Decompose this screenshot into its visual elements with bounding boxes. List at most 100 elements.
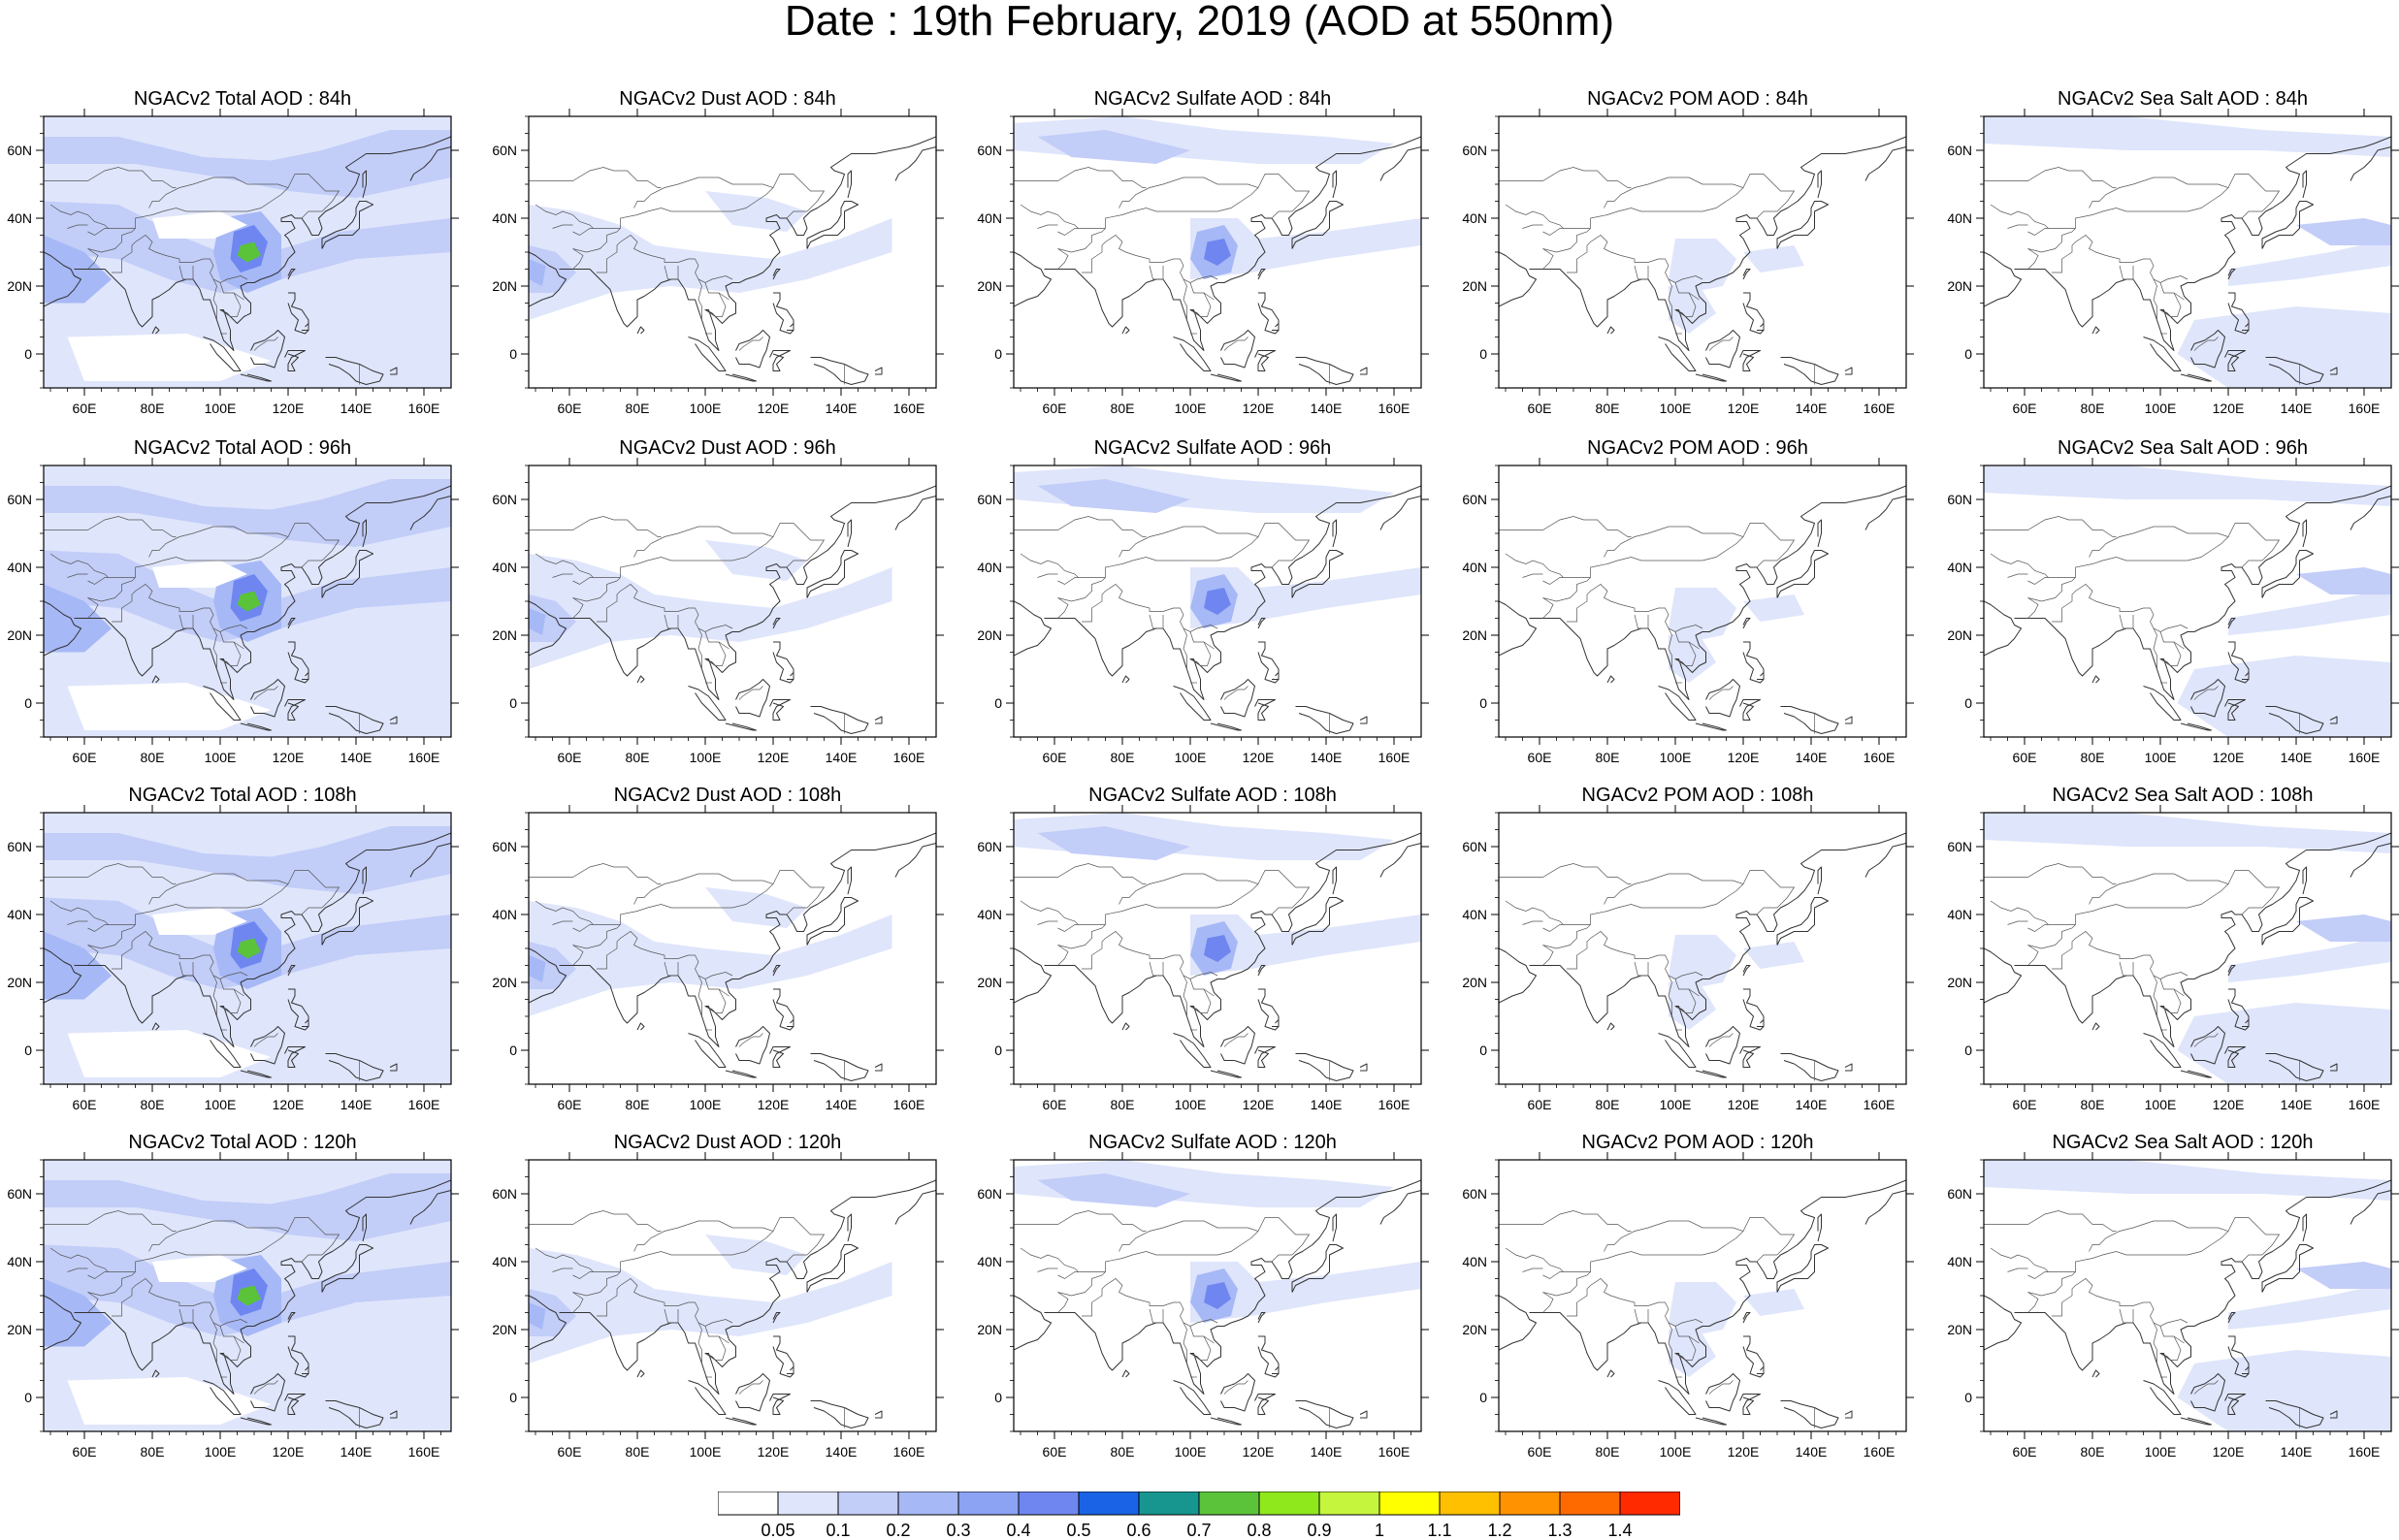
aod-contour-region [44, 201, 451, 293]
y-tick-label: 20N [1947, 627, 1972, 643]
y-tick-label: 0 [24, 1390, 32, 1405]
coastline [287, 618, 296, 629]
country-border [2173, 292, 2185, 301]
coastline [1014, 947, 1052, 1004]
aod-contour-region [152, 908, 247, 935]
coastline [810, 1053, 869, 1081]
aod-contour-region [2296, 1262, 2391, 1289]
country-border [1223, 1380, 1248, 1395]
coastline [1210, 373, 1242, 382]
coastline [1257, 965, 1266, 977]
coastline [1776, 1244, 1829, 1293]
country-border [1499, 516, 1632, 537]
aod-field [1014, 465, 1421, 737]
y-tick-label: 60N [977, 143, 1002, 158]
country-borders [1499, 1210, 1815, 1428]
coastline [1780, 706, 1839, 734]
colorbar-label: 1.4 [1607, 1521, 1632, 1540]
x-tick-label: 80E [626, 1444, 650, 1460]
coastlines [1984, 136, 2391, 385]
country-border [2119, 614, 2134, 629]
country-border [1082, 931, 1218, 979]
y-tick-label: 60N [977, 1186, 1002, 1202]
coastline [1332, 170, 1337, 199]
coastline [2261, 1244, 2314, 1293]
x-tick-label: 140E [2281, 750, 2313, 765]
country-borders [44, 1210, 360, 1428]
coastline [1295, 1053, 1354, 1081]
x-tick-label: 80E [141, 750, 165, 765]
aod-contour-region [2177, 656, 2391, 737]
x-tick-label: 120E [758, 1444, 790, 1460]
coastline [2329, 1063, 2338, 1072]
coastline [2190, 1026, 2225, 1065]
y-tick-label: 60N [977, 839, 1002, 854]
country-borders [529, 516, 845, 734]
panel-title: NGACv2 Sulfate AOD : 108h [1088, 785, 1337, 806]
x-tick-label: 120E [2213, 1097, 2245, 1112]
country-border [1203, 292, 1215, 301]
aod-contour-region [44, 826, 451, 894]
aod-contour-region [1204, 935, 1231, 962]
coastline [636, 1022, 645, 1031]
country-borders [529, 167, 845, 385]
x-tick-label: 100E [2145, 401, 2177, 416]
country-border [287, 523, 340, 561]
x-tick-label: 80E [626, 750, 650, 765]
country-border [529, 863, 662, 884]
x-tick-label: 80E [141, 1444, 165, 1460]
country-border [1634, 961, 1649, 977]
x-tick-label: 100E [690, 1444, 722, 1460]
x-tick-label: 140E [1311, 1097, 1343, 1112]
x-tick-label: 120E [2213, 750, 2245, 765]
coastline [1173, 686, 1212, 721]
coastline [1121, 675, 1130, 684]
aod-contour-region [2177, 1003, 2391, 1084]
colorbar-label: 0.3 [946, 1521, 970, 1540]
colorbar-swatch [1439, 1492, 1501, 1516]
coastline [1864, 146, 1906, 181]
coastline [1864, 496, 1906, 530]
coastline [847, 519, 852, 548]
coastline [1173, 337, 1212, 371]
country-border [2027, 945, 2039, 966]
aod-contour-region [705, 540, 807, 581]
coastlines [1499, 1179, 1906, 1428]
colorbar-label: 0.5 [1066, 1521, 1090, 1540]
coastline [302, 672, 309, 680]
coastline [2091, 1022, 2100, 1031]
y-tick-label: 60N [1462, 1186, 1487, 1202]
panel-title: NGACv2 Total AOD : 96h [133, 437, 352, 459]
x-tick-label: 100E [1660, 1097, 1692, 1112]
coastline [688, 337, 727, 371]
x-tick-label: 80E [1111, 401, 1135, 416]
country-border [738, 1380, 763, 1395]
coastline [325, 706, 384, 734]
coastline [250, 1026, 285, 1065]
country-border [1189, 979, 1212, 1013]
country-border [1183, 975, 1187, 1016]
x-tick-label: 100E [1660, 750, 1692, 765]
map-plot: 60E 80E 100E 120E 140E 160E 60N 40N 20N 0 [492, 805, 944, 1112]
coastline [409, 1190, 451, 1225]
map-panel-sulfate-aod-96h: NGACv2 Sulfate AOD : 96h 60E 80E 100E 120E 14… [970, 436, 1455, 766]
country-border [1037, 573, 1058, 578]
panel-title: NGACv2 POM AOD : 120h [1581, 1132, 1814, 1153]
country-border [2052, 584, 2188, 632]
map-panel-dust-aod-84h: NGACv2 Dust AOD : 84h 60E 80E 100E 120E 140E 1… [485, 87, 970, 417]
x-tick-label: 120E [1243, 1444, 1275, 1460]
aod-contour-region [529, 955, 546, 982]
aod-contour-region [1743, 942, 1804, 969]
coastline [44, 947, 81, 1004]
coastline [2242, 1019, 2250, 1027]
x-tick-label: 80E [626, 1097, 650, 1112]
y-tick-label: 60N [977, 492, 1002, 507]
coastline [1254, 699, 1276, 721]
coastline [529, 600, 567, 657]
x-tick-label: 140E [340, 750, 373, 765]
aod-contour-region [2296, 914, 2391, 942]
country-border [2027, 1292, 2039, 1313]
aod-field [44, 1160, 451, 1431]
country-border [44, 1210, 177, 1232]
map-plot: 60E 80E 100E 120E 140E 160E 60N 40N 20N 0 [1947, 1152, 2399, 1460]
